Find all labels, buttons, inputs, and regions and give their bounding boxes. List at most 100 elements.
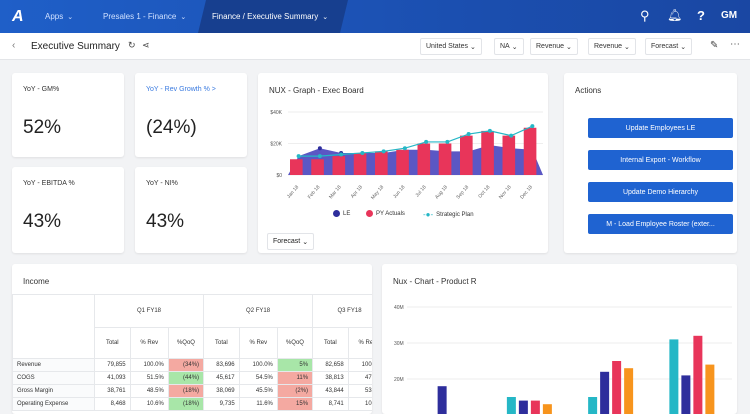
- app-logo[interactable]: A: [12, 8, 24, 25]
- exec-board-chart-card: NUX - Graph - Exec Board $0 $20K $40K Jan 1…: [258, 73, 548, 253]
- product-bar[interactable]: [437, 386, 447, 414]
- edit-pencil-icon[interactable]: ✎: [710, 40, 719, 51]
- kpi-card-rev-growth[interactable]: YoY - Rev Growth % > (24%): [135, 73, 247, 157]
- strategic-plan-point[interactable]: [317, 154, 322, 159]
- table-cell: 43,844: [312, 384, 349, 398]
- help-icon[interactable]: ?: [697, 8, 705, 23]
- income-table: Q1 FY18 Q2 FY18 Q3 FY18 Total% Rev %QoQ To…: [12, 294, 372, 411]
- product-bar[interactable]: [681, 375, 691, 414]
- py-actuals-bar[interactable]: [481, 130, 494, 175]
- kpi-card-ebitda[interactable]: YoY - EBITDA % 43%: [12, 167, 124, 253]
- py-actuals-bar[interactable]: [311, 159, 324, 175]
- legend-le[interactable]: LE: [333, 210, 350, 217]
- strategic-plan-point[interactable]: [445, 139, 450, 144]
- product-bar[interactable]: [612, 361, 622, 414]
- table-cell: (18%): [167, 397, 205, 411]
- chart-title: Nux - Chart - Product R: [393, 277, 477, 286]
- product-bar[interactable]: [705, 364, 715, 414]
- product-bar[interactable]: [669, 339, 679, 414]
- product-bar[interactable]: [624, 368, 634, 414]
- table-cell: 11.6%: [238, 397, 278, 411]
- chevron-down-icon: ⌄: [180, 13, 187, 21]
- y-tick-label: 30M: [394, 341, 404, 347]
- filter-region[interactable]: NA ⌄: [494, 38, 524, 55]
- table-cell: 10.6%: [129, 397, 169, 411]
- table-row[interactable]: Operating Expense 8,468 10.6% (18%) 9,735 11.…: [12, 397, 372, 411]
- filter-metric-2[interactable]: Revenue ⌄: [588, 38, 636, 55]
- update-employees-le-button[interactable]: Update Employees LE: [588, 118, 733, 138]
- table-row[interactable]: Revenue 79,855 100.0% (34%) 83,696 100.0% 5% 82…: [12, 358, 372, 372]
- legend-dot-icon: [366, 210, 373, 217]
- product-bar[interactable]: [542, 404, 552, 414]
- breadcrumb-presales[interactable]: Presales 1 - Finance ⌄: [103, 0, 186, 33]
- py-actuals-bar[interactable]: [523, 127, 537, 175]
- product-bar[interactable]: [506, 397, 516, 414]
- strategic-plan-point[interactable]: [487, 128, 492, 133]
- kpi-card-ni[interactable]: YoY - NI% 43%: [135, 167, 247, 253]
- user-avatar[interactable]: GM: [721, 10, 738, 21]
- update-demo-hierarchy-button[interactable]: Update Demo Hierarchy: [588, 182, 733, 202]
- product-bar[interactable]: [530, 400, 540, 414]
- table-row[interactable]: Gross Margin 38,761 48.5% (18%) 38,069 45.5%(…: [12, 384, 372, 398]
- table-cell: 48.5%: [129, 384, 169, 398]
- strategic-plan-point[interactable]: [339, 152, 344, 157]
- strategic-plan-point[interactable]: [530, 124, 535, 129]
- py-actuals-bar[interactable]: [417, 143, 431, 176]
- x-tick-label: Jan 18: [286, 184, 300, 200]
- internal-export-workflow-button[interactable]: Internal Export - Workflow: [588, 150, 733, 170]
- kpi-link-label[interactable]: YoY - Rev Growth % >: [146, 86, 216, 93]
- strategic-plan-point[interactable]: [509, 133, 514, 138]
- py-actuals-bar[interactable]: [332, 156, 346, 175]
- bell-icon[interactable]: 🔔︎: [667, 8, 683, 22]
- forecast-dropdown[interactable]: Forecast ⌄: [267, 233, 315, 250]
- table-cell: 15%: [276, 397, 314, 411]
- column-header: % Rev: [347, 327, 372, 359]
- quarter-header: Q1 FY18: [93, 294, 205, 328]
- py-actuals-bar[interactable]: [375, 151, 388, 175]
- table-cell: 38,069: [203, 384, 240, 398]
- x-tick-label: Jun 18: [392, 184, 406, 200]
- py-actuals-bar[interactable]: [353, 152, 367, 175]
- filter-scenario[interactable]: Forecast ⌄: [645, 38, 693, 55]
- product-bar[interactable]: [693, 335, 703, 414]
- product-bar[interactable]: [518, 400, 528, 414]
- product-chart-card: Nux - Chart - Product R 40M 30M 20M: [382, 264, 737, 414]
- py-actuals-bar[interactable]: [460, 135, 473, 175]
- page-title: Executive Summary: [31, 41, 120, 52]
- strategic-plan-point[interactable]: [360, 150, 365, 155]
- legend-strategic-plan[interactable]: -●- Strategic Plan: [423, 210, 474, 219]
- le-point[interactable]: [317, 146, 322, 151]
- py-actuals-bar[interactable]: [396, 149, 409, 175]
- search-icon[interactable]: ⚲: [640, 8, 650, 23]
- refresh-icon[interactable]: ↻: [128, 40, 136, 50]
- strategic-plan-point[interactable]: [381, 149, 386, 154]
- more-options-icon[interactable]: ⋯: [730, 39, 740, 50]
- py-actuals-bar[interactable]: [438, 143, 452, 176]
- strategic-plan-point[interactable]: [466, 132, 471, 137]
- strategic-plan-point[interactable]: [424, 139, 429, 144]
- table-row[interactable]: COGS 41,093 51.5% (44%) 45,617 54.5% 11% 38,813…: [12, 371, 372, 385]
- breadcrumb-executive-summary[interactable]: Finance / Executive Summary ⌄: [212, 0, 328, 33]
- table-cell: 38,813: [312, 371, 349, 385]
- product-bar[interactable]: [588, 397, 598, 414]
- page-header: ‹ Executive Summary ↻ ⋖ United States ⌄ N…: [0, 33, 750, 60]
- income-card: Income Q1 FY18 Q2 FY18 Q3 FY18 Total% Re…: [12, 264, 372, 414]
- legend-py-actuals[interactable]: PY Actuals: [366, 210, 405, 217]
- breadcrumb-apps[interactable]: Apps ⌄: [45, 0, 73, 33]
- product-bar[interactable]: [600, 371, 610, 414]
- py-actuals-bar[interactable]: [502, 135, 516, 175]
- load-employee-roster-button[interactable]: M - Load Employee Roster (exter...: [588, 214, 733, 234]
- column-header: Total: [312, 327, 349, 359]
- strategic-plan-point[interactable]: [402, 146, 407, 151]
- kpi-card-gm[interactable]: YoY - GM% 52%: [12, 73, 124, 157]
- back-chevron-icon[interactable]: ‹: [12, 40, 16, 51]
- chevron-down-icon: ⌄: [67, 13, 74, 21]
- table-cell: 10.6%: [347, 397, 372, 411]
- strategic-plan-point[interactable]: [296, 154, 301, 159]
- share-icon[interactable]: ⋖: [142, 40, 150, 50]
- x-tick-label: Mar 18: [328, 184, 343, 200]
- filter-label: Revenue: [536, 43, 565, 50]
- filter-metric-1[interactable]: Revenue ⌄: [530, 38, 578, 55]
- py-actuals-bar[interactable]: [290, 159, 303, 175]
- filter-country[interactable]: United States ⌄: [420, 38, 482, 55]
